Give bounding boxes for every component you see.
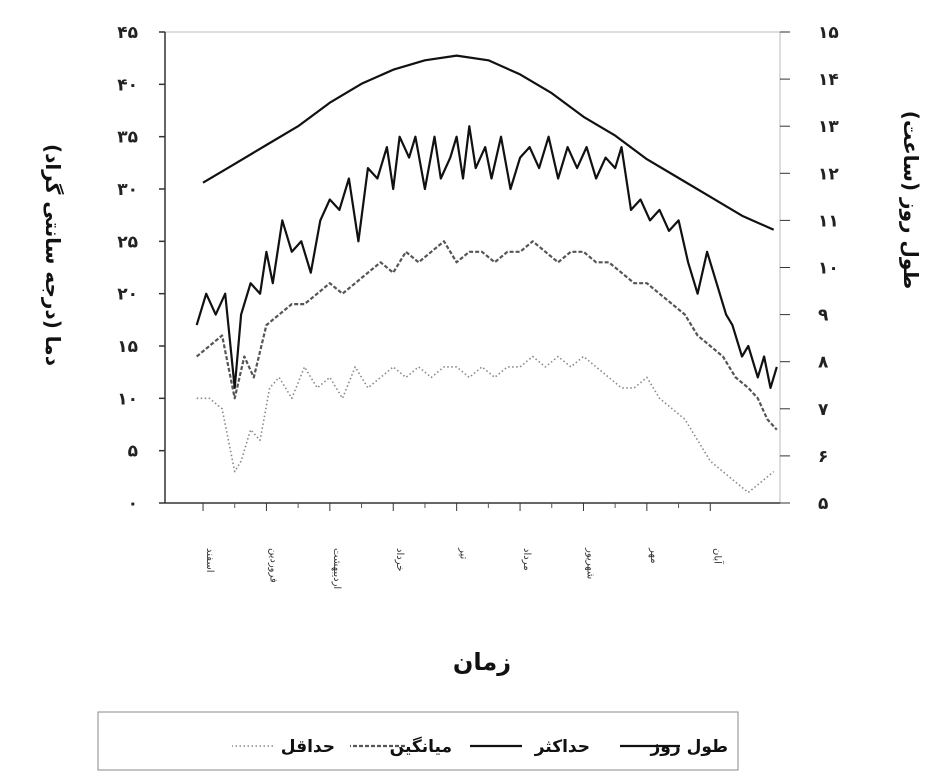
left-tick-label: ۳۵ bbox=[117, 128, 138, 148]
x-tick-label: فروردین bbox=[267, 548, 278, 583]
left-tick-label: ۱۵ bbox=[117, 337, 138, 357]
x-tick-label: مرداد bbox=[521, 548, 532, 571]
left-tick-label: ۴۵ bbox=[117, 23, 138, 43]
x-tick-label: مهر bbox=[648, 547, 659, 563]
x-tick-label: اردیبهشت bbox=[331, 548, 342, 589]
x-tick-label: آبان bbox=[711, 548, 724, 565]
right-tick-label: ۶ bbox=[818, 447, 828, 467]
left-y-ticks: ۰ ۵ ۱۰ ۱۵ ۲۰ ۲۵ ۳۰ ۳۵ ۴۰ ۴۵ bbox=[117, 23, 165, 514]
right-tick-label: ۱۴ bbox=[818, 70, 839, 90]
legend-box bbox=[97, 711, 739, 771]
right-tick-label: ۱۵ bbox=[818, 23, 839, 43]
x-ticks: اسفند فروردین اردیبهشت خرداد تیر مرداد شهریور م… bbox=[202, 503, 724, 589]
right-tick-label: ۷ bbox=[818, 400, 829, 420]
series-line-2 bbox=[195, 125, 778, 389]
left-tick-label: ۳۰ bbox=[117, 180, 138, 200]
legend-label-3: میانگین bbox=[390, 736, 452, 757]
x-tick-label: اسفند bbox=[204, 548, 215, 572]
left-tick-label: ۰ bbox=[128, 494, 138, 514]
right-tick-label: ۸ bbox=[818, 353, 829, 373]
series-line-4 bbox=[196, 355, 775, 494]
plot-frame bbox=[164, 31, 781, 504]
right-tick-label: ۵ bbox=[818, 494, 828, 514]
right-tick-label: ۱۰ bbox=[818, 259, 839, 279]
x-axis-title: زمان bbox=[453, 648, 511, 676]
left-tick-label: ۵ bbox=[128, 442, 138, 462]
right-tick-label: ۱۱ bbox=[818, 211, 839, 231]
right-y-ticks: ۵ ۶ ۷ ۸ ۹ ۱۰ ۱۱ ۱۲ ۱۳ ۱۴ ۱۵ bbox=[780, 23, 839, 514]
right-tick-label: ۱۲ bbox=[818, 164, 839, 184]
right-axis-title: طول روز (ساعت) bbox=[899, 111, 923, 289]
left-tick-label: ۲۰ bbox=[117, 285, 138, 305]
legend-items: طول روز حداکثر میانگین حداقل bbox=[232, 736, 728, 757]
series-layer bbox=[195, 54, 778, 494]
right-tick-label: ۱۳ bbox=[818, 117, 839, 137]
legend-label-4: حداقل bbox=[281, 737, 335, 757]
x-tick-label: تیر bbox=[458, 547, 469, 560]
legend: طول روز حداکثر میانگین حداقل bbox=[97, 711, 739, 771]
left-tick-label: ۱۰ bbox=[117, 389, 138, 409]
x-tick-label: شهریور bbox=[584, 547, 595, 579]
right-tick-label: ۹ bbox=[818, 306, 829, 326]
legend-label-2: حداکثر bbox=[534, 737, 590, 757]
left-tick-label: ۲۵ bbox=[117, 232, 138, 252]
x-tick-label: خرداد bbox=[394, 548, 405, 571]
left-tick-label: ۴۰ bbox=[117, 75, 138, 95]
series-line-3 bbox=[195, 240, 778, 431]
series-line-1 bbox=[202, 54, 775, 231]
legend-label-1: طول روز bbox=[650, 737, 728, 757]
left-axis-title: دما (درجه سانتی گراد) bbox=[41, 144, 65, 366]
